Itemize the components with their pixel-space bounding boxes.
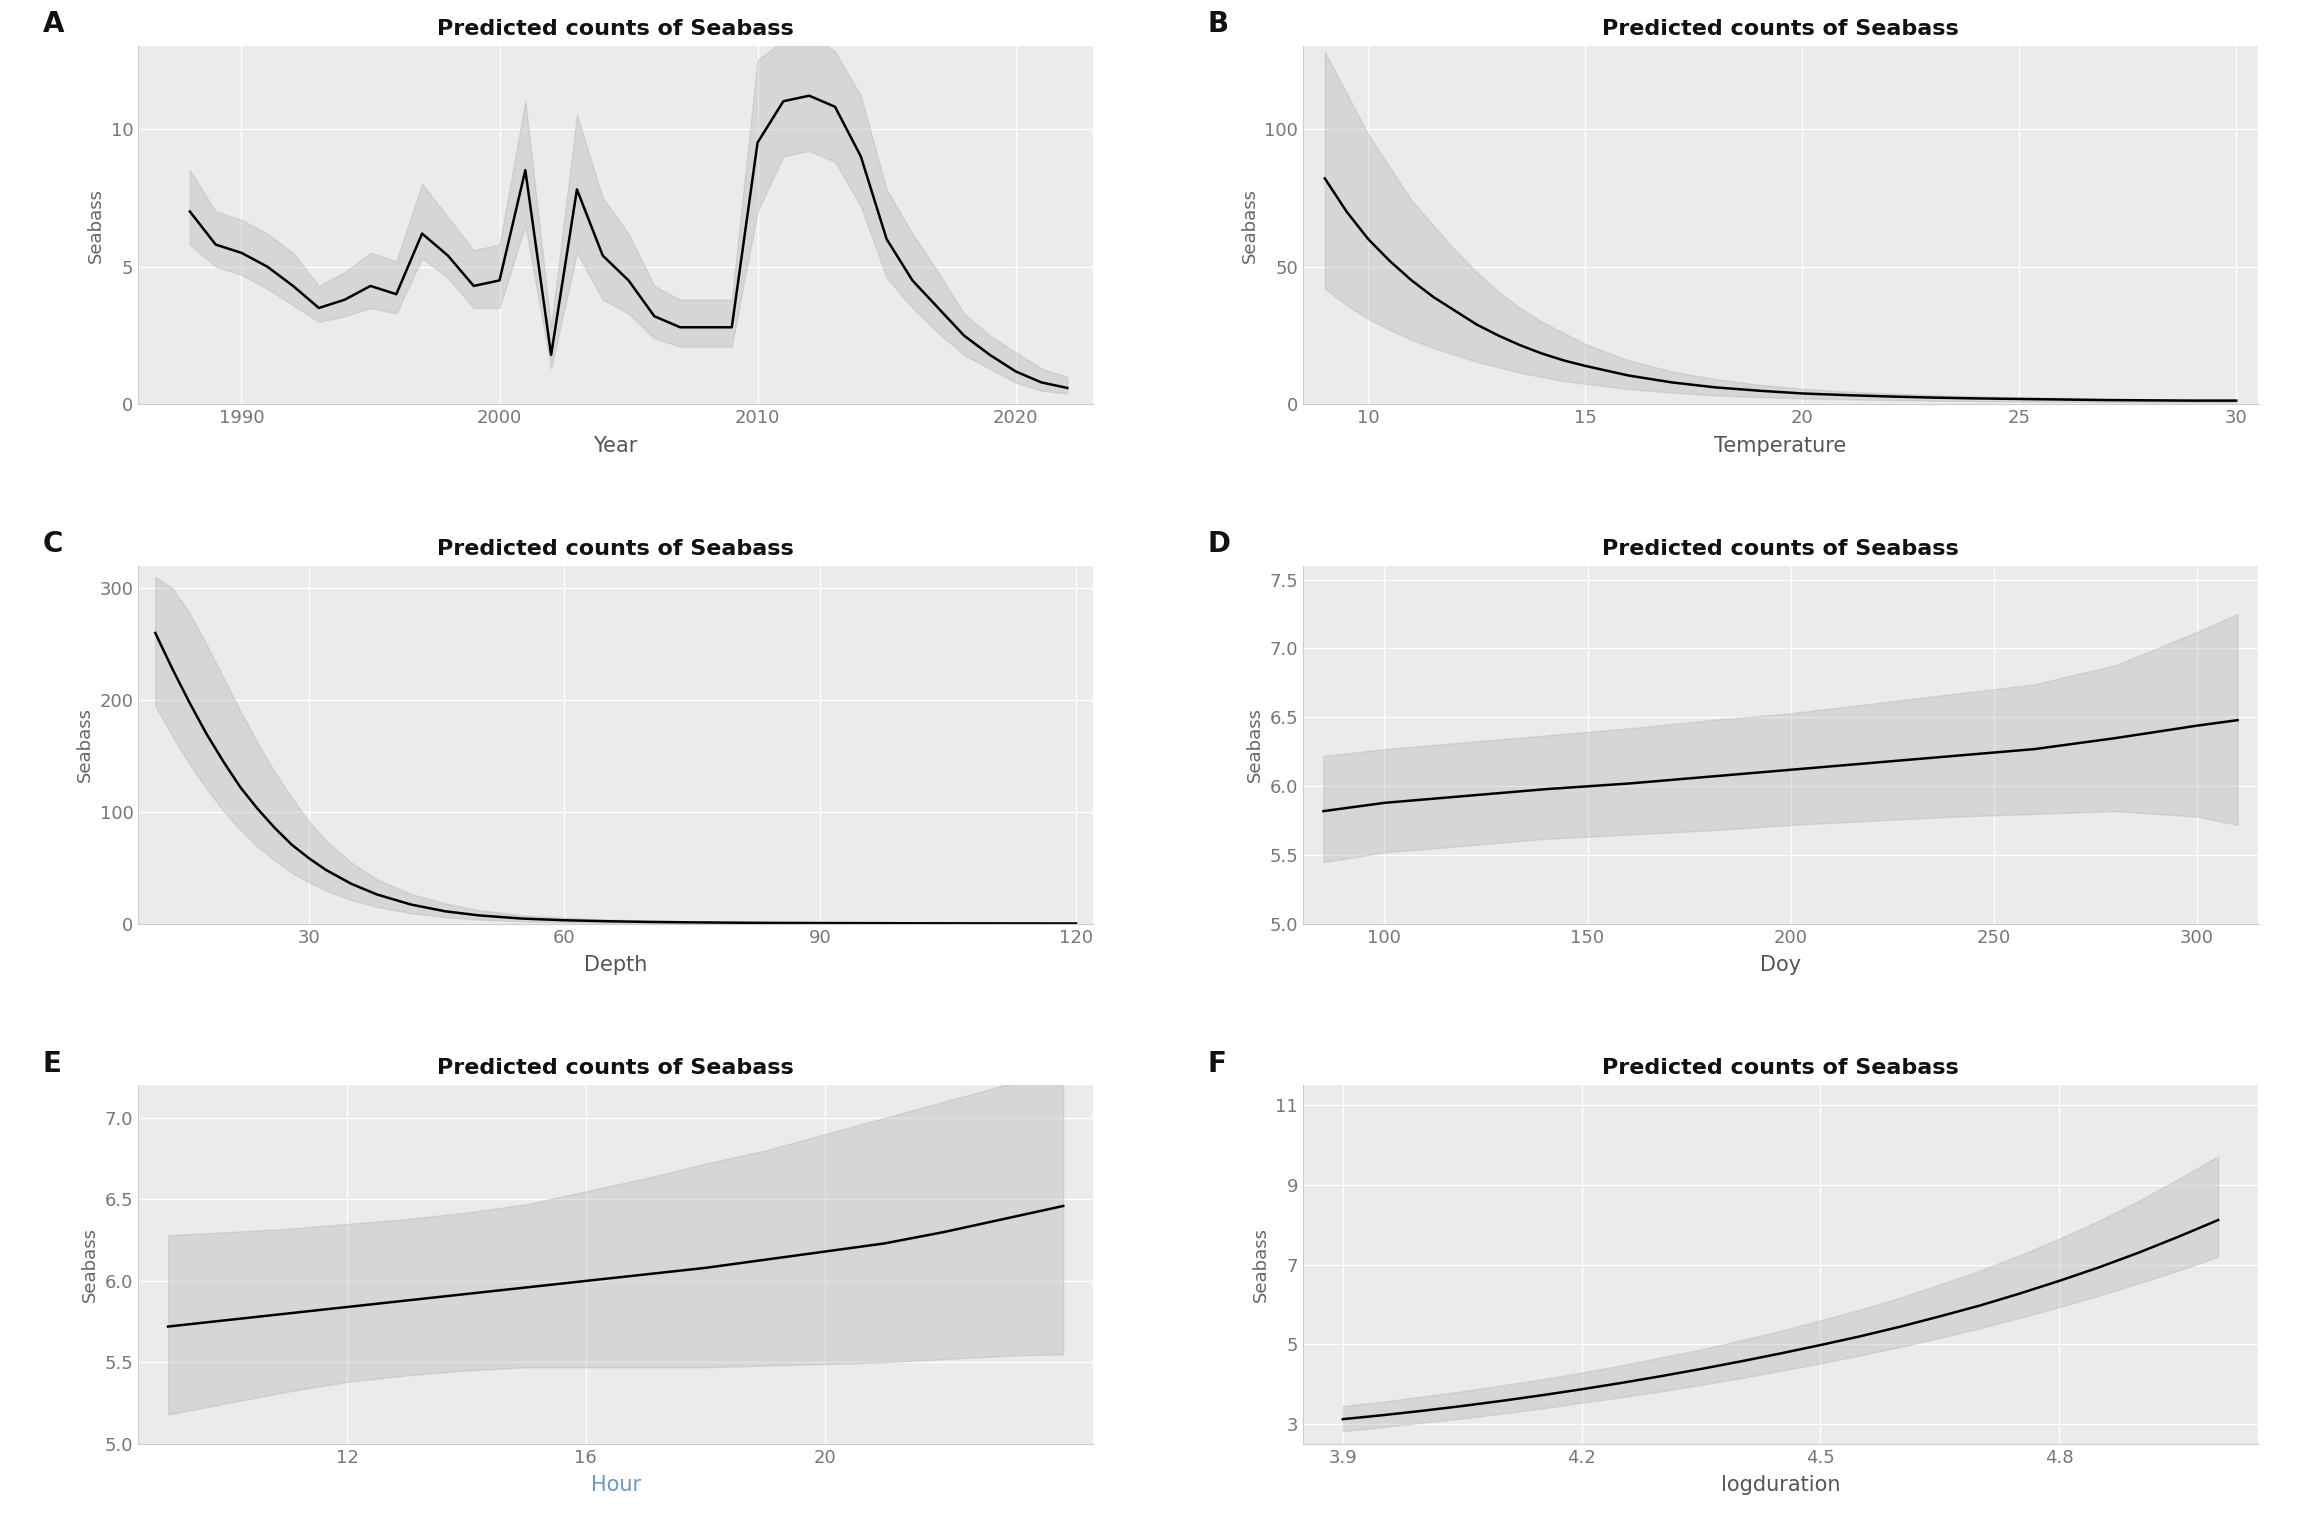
X-axis label: Hour: Hour xyxy=(590,1475,641,1495)
Title: Predicted counts of Seabass: Predicted counts of Seabass xyxy=(1601,539,1958,559)
X-axis label: Year: Year xyxy=(594,436,638,456)
Y-axis label: Seabass: Seabass xyxy=(81,1227,99,1303)
Y-axis label: Seabass: Seabass xyxy=(1242,187,1258,263)
Text: B: B xyxy=(1207,11,1228,38)
Y-axis label: Seabass: Seabass xyxy=(1246,708,1265,782)
Title: Predicted counts of Seabass: Predicted counts of Seabass xyxy=(438,1058,795,1078)
Title: Predicted counts of Seabass: Predicted counts of Seabass xyxy=(1601,1058,1958,1078)
Y-axis label: Seabass: Seabass xyxy=(1251,1227,1270,1303)
Text: E: E xyxy=(44,1049,62,1078)
X-axis label: Doy: Doy xyxy=(1760,955,1802,975)
X-axis label: logduration: logduration xyxy=(1721,1475,1841,1495)
Title: Predicted counts of Seabass: Predicted counts of Seabass xyxy=(438,18,795,38)
Y-axis label: Seabass: Seabass xyxy=(88,187,106,263)
Title: Predicted counts of Seabass: Predicted counts of Seabass xyxy=(1601,18,1958,38)
X-axis label: Depth: Depth xyxy=(583,955,647,975)
X-axis label: Temperature: Temperature xyxy=(1714,436,1846,456)
Text: F: F xyxy=(1207,1049,1226,1078)
Y-axis label: Seabass: Seabass xyxy=(76,708,94,782)
Title: Predicted counts of Seabass: Predicted counts of Seabass xyxy=(438,539,795,559)
Text: C: C xyxy=(44,530,62,558)
Text: D: D xyxy=(1207,530,1230,558)
Text: A: A xyxy=(44,11,65,38)
